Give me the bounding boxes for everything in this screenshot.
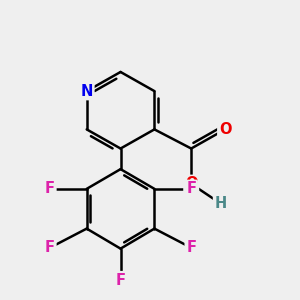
Text: O: O bbox=[185, 176, 197, 191]
Text: F: F bbox=[116, 273, 126, 288]
Text: F: F bbox=[186, 240, 196, 255]
Text: F: F bbox=[186, 182, 196, 196]
Text: N: N bbox=[80, 84, 93, 99]
Text: O: O bbox=[219, 122, 231, 137]
Text: F: F bbox=[45, 182, 55, 196]
Text: F: F bbox=[45, 240, 55, 255]
Text: H: H bbox=[214, 196, 227, 211]
